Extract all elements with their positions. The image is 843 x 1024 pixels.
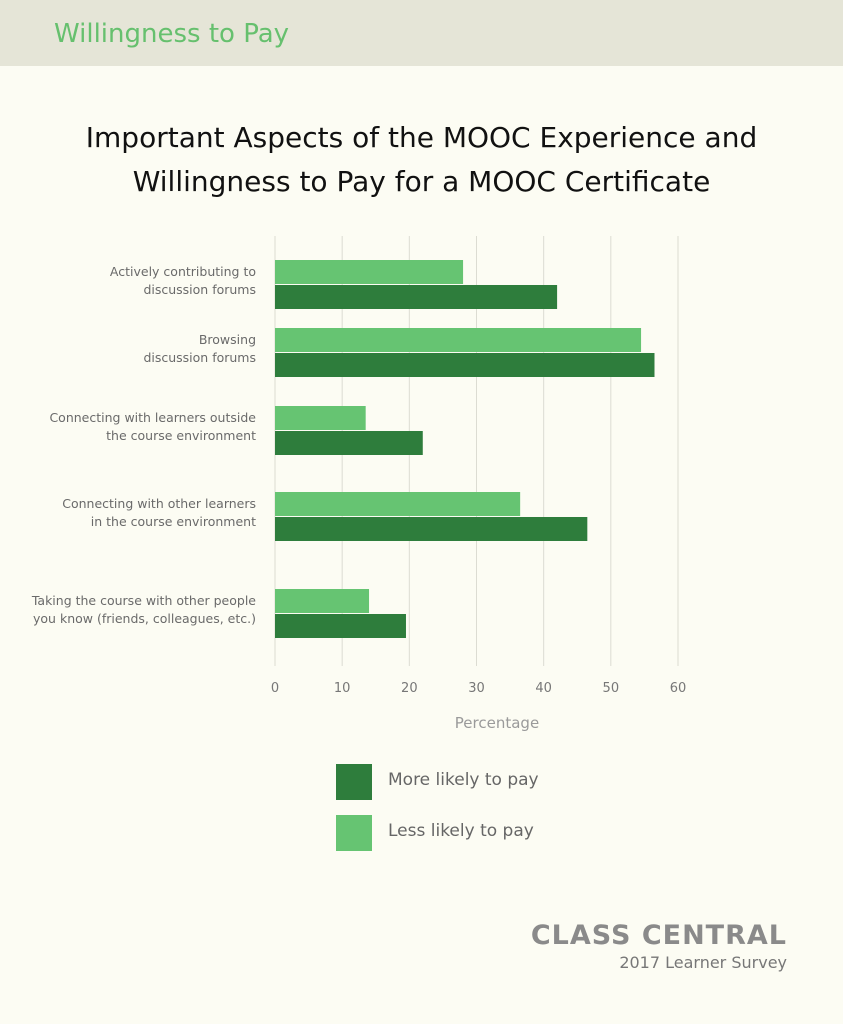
bar-less-likely-3 bbox=[275, 492, 521, 516]
category-label-3-line-0: Connecting with other learners bbox=[62, 496, 256, 511]
category-label-2-line-1: the course environment bbox=[106, 428, 256, 443]
category-label-4-line-0: Taking the course with other people bbox=[31, 593, 256, 608]
bar-more-likely-2 bbox=[275, 431, 423, 455]
bar-more-likely-1 bbox=[275, 353, 655, 377]
bar-more-likely-4 bbox=[275, 614, 406, 638]
x-tick-label-60: 60 bbox=[670, 681, 687, 696]
legend-label-more-likely: More likely to pay bbox=[388, 770, 539, 790]
category-label-4-line-1: you know (friends, colleagues, etc.) bbox=[33, 611, 256, 626]
x-tick-label-30: 30 bbox=[468, 681, 485, 696]
category-label-1-line-1: discussion forums bbox=[143, 350, 256, 365]
header-bar: Willingness to Pay bbox=[0, 0, 843, 66]
category-label-1-line-0: Browsing bbox=[199, 332, 256, 347]
category-label-2-line-0: Connecting with learners outside bbox=[49, 410, 256, 425]
legend-swatch-more-likely bbox=[336, 764, 372, 800]
brand-subtitle: 2017 Learner Survey bbox=[619, 953, 787, 972]
bar-chart: Actively contributing to discussion forum… bbox=[31, 236, 686, 732]
x-tick-label-0: 0 bbox=[271, 681, 279, 696]
chart-title: Important Aspects of the MOOC Experience… bbox=[0, 116, 843, 204]
x-tick-labels: 0 10 20 30 40 50 60 bbox=[271, 681, 686, 696]
brand-logo-text: CLASS CENTRAL bbox=[530, 920, 787, 951]
x-tick-label-40: 40 bbox=[535, 681, 552, 696]
category-label-0-line-1: discussion forums bbox=[143, 282, 256, 297]
category-label-3-line-1: in the course environment bbox=[91, 514, 256, 529]
bar-more-likely-0 bbox=[275, 285, 558, 309]
bar-less-likely-2 bbox=[275, 406, 366, 430]
bar-less-likely-1 bbox=[275, 328, 642, 352]
x-tick-label-20: 20 bbox=[401, 681, 418, 696]
bar-less-likely-4 bbox=[275, 589, 370, 613]
chart-title-line-2: Willingness to Pay for a MOOC Certificat… bbox=[132, 165, 711, 198]
legend-swatch-less-likely bbox=[336, 815, 372, 851]
x-tick-label-50: 50 bbox=[603, 681, 620, 696]
category-labels: Actively contributing to discussion forum… bbox=[31, 264, 256, 626]
bars bbox=[275, 260, 655, 638]
chart-title-line-1: Important Aspects of the MOOC Experience… bbox=[85, 121, 758, 154]
x-axis-label: Percentage bbox=[455, 714, 539, 732]
legend-label-less-likely: Less likely to pay bbox=[388, 821, 534, 841]
bar-less-likely-0 bbox=[275, 260, 464, 284]
brand-block: CLASS CENTRAL 2017 Learner Survey bbox=[531, 920, 787, 972]
header-title: Willingness to Pay bbox=[54, 19, 290, 49]
x-tick-label-10: 10 bbox=[334, 681, 351, 696]
category-label-0-line-0: Actively contributing to bbox=[110, 264, 256, 279]
bar-more-likely-3 bbox=[275, 517, 588, 541]
